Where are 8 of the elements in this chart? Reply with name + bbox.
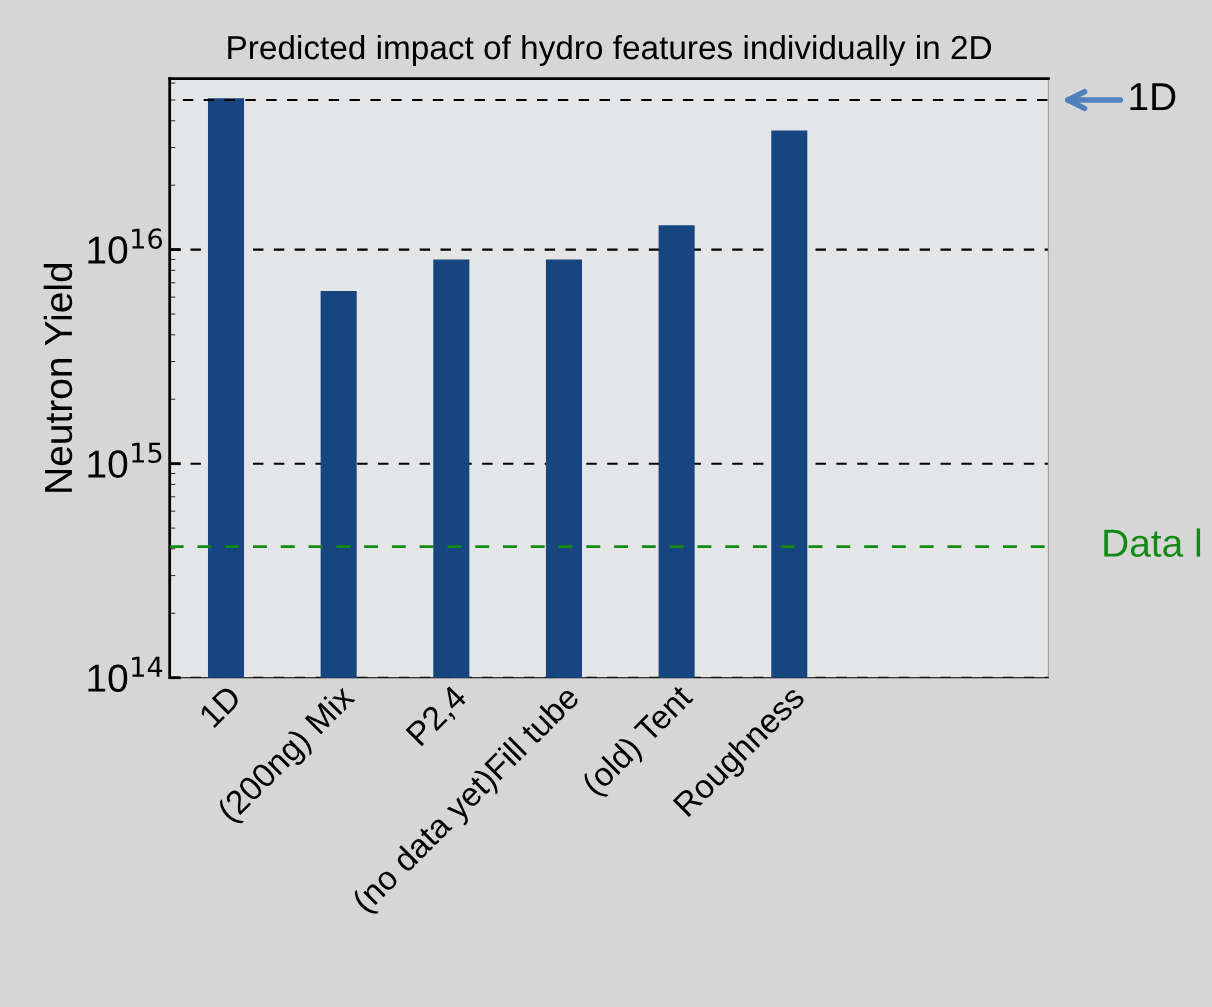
y-tick-label: 10$^{14}$ [88,656,163,692]
y-tick-label: 10$^{16}$ [88,228,163,264]
x-tick-label: 1D [198,684,242,728]
y-tick-label: 10$^{15}$ [88,442,162,478]
chart-title: Predicted impact of hydro features individually in 2D [228,34,991,67]
y-axis-title: Neutron Yield [43,263,73,492]
ref-line-label: Data l [1104,528,1201,557]
ref-line-label: 1D [1130,83,1176,111]
